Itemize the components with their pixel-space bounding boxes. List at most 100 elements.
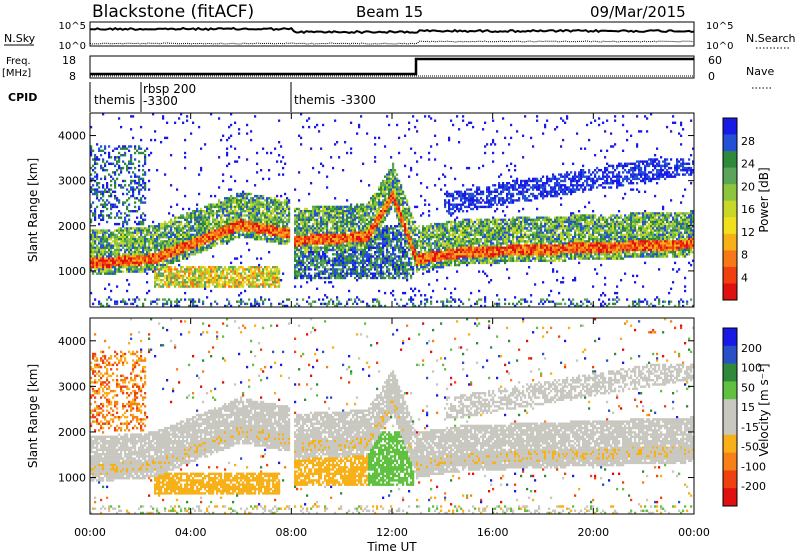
heatmap-cell (110, 298, 112, 300)
heatmap-cell (156, 268, 158, 270)
heatmap-cell (304, 275, 306, 277)
heatmap-cell (284, 240, 286, 242)
heatmap-cell (296, 208, 298, 210)
heatmap-cell (370, 264, 372, 266)
heatmap-cell (336, 247, 338, 249)
heatmap-cell (100, 150, 102, 152)
heatmap-cell (354, 249, 356, 251)
heatmap-cell (204, 219, 206, 221)
heatmap-cell (404, 255, 406, 257)
heatmap-cell (408, 234, 410, 236)
heatmap-cell (310, 148, 312, 150)
heatmap-cell (270, 303, 272, 305)
heatmap-cell (312, 227, 314, 229)
heatmap-cell (134, 221, 136, 223)
heatmap-cell (214, 275, 216, 277)
heatmap-cell (336, 210, 338, 212)
heatmap-cell (386, 275, 388, 277)
heatmap-cell (354, 217, 356, 219)
heatmap-cell (394, 270, 396, 272)
heatmap-cell (200, 242, 202, 244)
heatmap-cell (334, 253, 336, 255)
heatmap-cell (320, 303, 322, 305)
heatmap-cell (216, 270, 218, 272)
heatmap-cell (128, 298, 130, 300)
heatmap-cell (350, 275, 352, 277)
heatmap-cell (362, 234, 364, 236)
heatmap-cell (384, 255, 386, 257)
heatmap-cell (234, 214, 236, 216)
heatmap-cell (240, 273, 242, 275)
heatmap-cell (240, 262, 242, 264)
heatmap-cell (166, 249, 168, 251)
heatmap-cell (226, 148, 228, 150)
heatmap-cell (194, 229, 196, 231)
heatmap-cell (400, 199, 402, 201)
heatmap-cell (122, 240, 124, 242)
heatmap-cell (228, 303, 230, 305)
heatmap-cell (332, 273, 334, 275)
heatmap-cell (204, 249, 206, 251)
heatmap-cell (390, 195, 392, 197)
heatmap-cell (120, 242, 122, 244)
heatmap-cell (100, 154, 102, 156)
heatmap-cell (118, 266, 120, 268)
heatmap-cell (102, 238, 104, 240)
heatmap-cell (216, 275, 218, 277)
heatmap-cell (214, 268, 216, 270)
heatmap-cell (346, 238, 348, 240)
heatmap-cell (298, 210, 300, 212)
heatmap-cell (262, 301, 264, 303)
heatmap-cell (162, 268, 164, 270)
heatmap-cell (264, 232, 266, 234)
heatmap-cell (262, 268, 264, 270)
heatmap-cell (274, 221, 276, 223)
heatmap-cell (234, 212, 236, 214)
heatmap-cell (100, 178, 102, 180)
heatmap-cell (126, 290, 128, 292)
heatmap-cell (122, 154, 124, 156)
heatmap-cell (170, 234, 172, 236)
heatmap-cell (272, 227, 274, 229)
heatmap-cell (310, 253, 312, 255)
heatmap-cell (316, 223, 318, 225)
heatmap-cell (176, 301, 178, 303)
heatmap-cell (100, 214, 102, 216)
heatmap-cell (156, 298, 158, 300)
heatmap-cell (358, 264, 360, 266)
heatmap-cell (296, 249, 298, 251)
heatmap-cell (320, 249, 322, 251)
heatmap-cell (240, 214, 242, 216)
heatmap-cell (212, 270, 214, 272)
heatmap-cell (256, 223, 258, 225)
heatmap-cell (228, 232, 230, 234)
heatmap-cell (404, 273, 406, 275)
heatmap-cell (102, 158, 104, 160)
heatmap-cell (116, 156, 118, 158)
heatmap-cell (228, 204, 230, 206)
heatmap-cell (138, 268, 140, 270)
heatmap-cell (170, 154, 172, 156)
heatmap-cell (102, 257, 104, 259)
heatmap-cell (144, 266, 146, 268)
heatmap-cell (320, 210, 322, 212)
heatmap-cell (214, 195, 216, 197)
heatmap-cell (200, 245, 202, 247)
heatmap-cell (168, 285, 170, 287)
heatmap-cell (250, 236, 252, 238)
heatmap-cell (358, 217, 360, 219)
heatmap-cell (296, 234, 298, 236)
heatmap-cell (284, 229, 286, 231)
heatmap-cell (316, 242, 318, 244)
heatmap-cell (298, 199, 300, 201)
heatmap-cell (324, 268, 326, 270)
heatmap-cell (174, 257, 176, 259)
heatmap-cell (308, 253, 310, 255)
heatmap-cell (392, 262, 394, 264)
heatmap-cell (400, 227, 402, 229)
heatmap-cell (236, 160, 238, 162)
heatmap-cell (390, 171, 392, 173)
heatmap-cell (394, 268, 396, 270)
heatmap-cell (188, 245, 190, 247)
heatmap-cell (96, 173, 98, 175)
